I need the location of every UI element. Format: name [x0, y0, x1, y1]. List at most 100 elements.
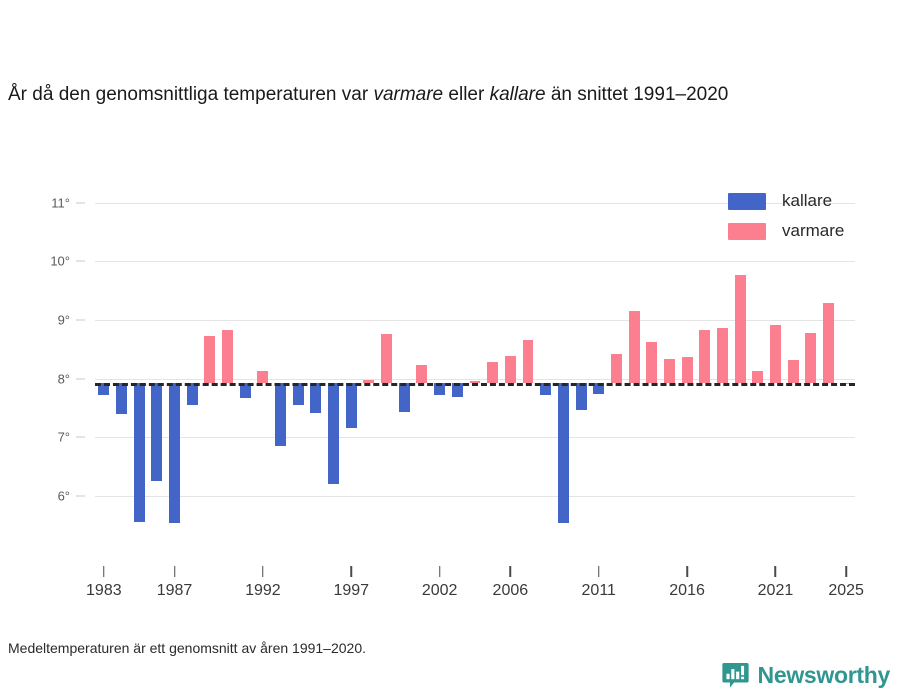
- legend-label-kallare: kallare: [782, 191, 833, 210]
- bar-2009[interactable]: [557, 382, 569, 524]
- bar-2024[interactable]: [823, 303, 834, 383]
- y-axis-tick-marks: [0, 188, 100, 528]
- gridline: [95, 495, 855, 497]
- x-axis-tick-mark: [509, 566, 512, 577]
- x-axis-tick-label: 2011: [581, 582, 616, 599]
- bar-2017[interactable]: [699, 330, 711, 383]
- x-axis-tick-mark: [350, 566, 353, 577]
- y-axis-tick-mark: [76, 319, 85, 321]
- bar-1989[interactable]: [204, 336, 216, 383]
- bar-1984[interactable]: [116, 382, 127, 414]
- y-axis-tick-mark: [76, 260, 85, 262]
- gridline: [95, 261, 855, 263]
- x-axis-tick-mark: [262, 566, 264, 577]
- gridline: [95, 319, 855, 321]
- y-axis-labels: 6° 7° 8° 9° 10° 11°: [20, 188, 70, 528]
- bar-2020[interactable]: [752, 371, 764, 383]
- bar-1988[interactable]: [186, 382, 198, 405]
- x-axis-tick-label: 2021: [757, 582, 794, 599]
- x-axis-tick-mark: [845, 566, 847, 577]
- bar-2007[interactable]: [522, 340, 534, 383]
- bar-1987[interactable]: [169, 382, 180, 524]
- bar-2008[interactable]: [540, 382, 552, 395]
- subtitle-emphasis-varmare: varmare: [373, 84, 444, 105]
- bar-1990[interactable]: [222, 329, 234, 383]
- legend-swatch-varmare-icon: [728, 222, 766, 240]
- bar-2003[interactable]: [451, 382, 463, 397]
- bar-2004[interactable]: [469, 381, 481, 383]
- bar-1995[interactable]: [310, 382, 322, 413]
- chart-legend: kallare varmare: [728, 186, 878, 246]
- subtitle-text-1: År då den genomsnittliga temperaturen va…: [8, 84, 374, 105]
- x-axis: 1983 1987 1992 1997 2002 2006 2011 2016 2021 2025: [86, 528, 864, 599]
- bar-2022[interactable]: [787, 360, 799, 383]
- x-axis-tick-label: 2016: [669, 582, 705, 599]
- bar-1993[interactable]: [275, 382, 287, 446]
- y-axis-tick-mark: [76, 436, 85, 438]
- x-axis-tick-mark: [686, 566, 688, 577]
- gridline: [95, 378, 855, 380]
- legend-item-varmare[interactable]: varmare: [728, 216, 878, 246]
- newsworthy-wordmark: Newsworthy: [757, 661, 891, 688]
- y-axis-tick-label: 7°: [57, 429, 70, 445]
- chart-footnote: Medeltemperaturen är ett genomsnitt av å…: [8, 640, 367, 656]
- page-subtitle: År då den genomsnittliga temperaturen va…: [8, 80, 868, 109]
- newsworthy-logo[interactable]: Newsworthy: [721, 660, 891, 690]
- x-axis-tick-label: 2025: [828, 582, 864, 599]
- bar-1986[interactable]: [151, 382, 163, 482]
- y-axis-tick-label: 6°: [57, 488, 70, 504]
- y-axis-tick-label: 10°: [50, 253, 70, 269]
- x-axis-tick-label: 2006: [492, 582, 529, 599]
- bar-2019[interactable]: [734, 274, 746, 383]
- subtitle-text-3: än snittet 1991–2020: [545, 84, 729, 105]
- x-axis-tick-mark: [597, 566, 600, 577]
- bar-2018[interactable]: [716, 327, 728, 383]
- y-axis-tick-mark: [76, 378, 85, 380]
- gridline: [95, 437, 855, 439]
- x-axis-tick-mark: [103, 566, 105, 577]
- legend-swatch-kallare-icon: [728, 192, 766, 210]
- bar-2013[interactable]: [628, 311, 640, 383]
- reference-line-average: [95, 382, 855, 386]
- bar-1994[interactable]: [292, 382, 304, 405]
- bar-1999[interactable]: [381, 333, 393, 383]
- bar-1997[interactable]: [345, 382, 357, 429]
- gridline: [95, 202, 855, 204]
- x-axis-tick-mark: [173, 566, 176, 577]
- legend-item-kallare[interactable]: kallare: [728, 186, 878, 216]
- bar-chart-speech-bubble-icon: [721, 662, 749, 689]
- bar-2012[interactable]: [610, 353, 622, 383]
- bar-2010[interactable]: [575, 382, 587, 411]
- x-axis-tick-label: 2002: [421, 582, 458, 599]
- bar-2016[interactable]: [681, 357, 693, 383]
- bar-2000[interactable]: [398, 382, 410, 412]
- bar-1983[interactable]: [98, 382, 110, 395]
- bar-2021[interactable]: [769, 324, 781, 383]
- y-axis-tick-mark: [76, 495, 85, 497]
- legend-label-varmare: varmare: [782, 221, 845, 240]
- x-axis-tick-label: 1983: [86, 582, 122, 599]
- bar-2005[interactable]: [487, 362, 499, 383]
- x-axis-tick-label: 1987: [156, 582, 193, 599]
- y-axis-tick-label: 9°: [57, 312, 70, 328]
- bar-2006[interactable]: [504, 356, 516, 383]
- bar-2023[interactable]: [805, 333, 817, 383]
- bar-2011[interactable]: [593, 382, 605, 394]
- bar-2015[interactable]: [663, 359, 675, 383]
- bar-1996[interactable]: [328, 382, 340, 485]
- bar-2001[interactable]: [416, 365, 428, 383]
- subtitle-emphasis-kallare: kallare: [489, 84, 546, 105]
- y-axis-tick-mark: [76, 202, 85, 204]
- x-axis-tick-label: 1997: [333, 582, 370, 599]
- bar-1985[interactable]: [133, 382, 145, 523]
- bar-1992[interactable]: [257, 371, 269, 383]
- x-axis-tick-mark: [438, 566, 441, 577]
- y-axis-tick-label: 11°: [51, 195, 70, 211]
- bar-1991[interactable]: [239, 382, 251, 398]
- bar-2002[interactable]: [434, 382, 446, 395]
- bar-2014[interactable]: [646, 341, 658, 383]
- bar-1998[interactable]: [363, 379, 375, 383]
- y-axis-tick-label: 8°: [57, 371, 70, 387]
